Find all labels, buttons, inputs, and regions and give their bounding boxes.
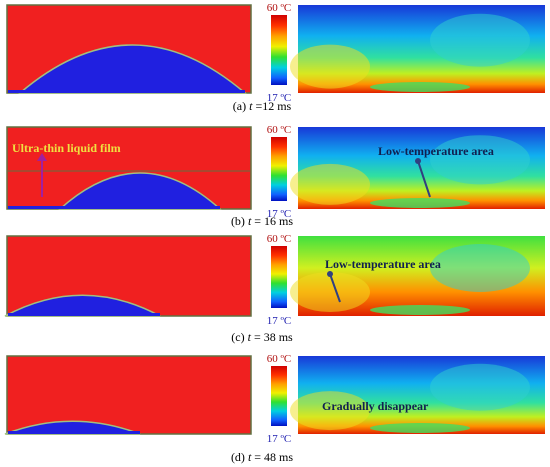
field-blob: [430, 13, 530, 67]
colorbar-min: 17 ºC: [267, 92, 292, 104]
field-blob: [430, 244, 530, 292]
low-temp-zone: [370, 305, 470, 315]
caption-var: t: [249, 99, 253, 113]
annotation: Gradually disappear: [322, 399, 429, 413]
panel: 60 ºC 17 ºC Gradually disappear (d) t = 48 m…: [4, 353, 545, 464]
field-blob: [430, 363, 530, 411]
arrow-head: [415, 158, 421, 164]
colorbar-max: 60 ºC: [267, 124, 292, 136]
colorbar-max: 60 ºC: [267, 353, 292, 365]
field-blob: [290, 163, 370, 205]
caption-var: t: [248, 214, 252, 228]
low-temp-zone: [370, 423, 470, 433]
colorbar: [271, 366, 287, 426]
panel: 60 ºC 17 ºC Low-temperature area (c) t = 38 …: [4, 233, 545, 344]
arrow-head: [327, 271, 333, 277]
caption: (c) t = 38 ms: [231, 330, 293, 344]
caption-label: (c): [231, 330, 244, 344]
caption-time: = 38 ms: [251, 330, 293, 344]
colorbar-min: 17 ºC: [267, 208, 292, 220]
field-blob: [290, 272, 370, 312]
caption-time: = 16 ms: [251, 214, 293, 228]
colorbar-min: 17 ºC: [267, 433, 292, 445]
liquid-base: [8, 90, 245, 93]
colorbar: [271, 246, 287, 308]
caption-time: =12 ms: [252, 99, 291, 113]
liquid-base: [8, 313, 160, 316]
colorbar: [271, 137, 287, 201]
caption: (d) t = 48 ms: [231, 450, 293, 464]
caption-var: t: [248, 450, 252, 464]
arrow: [417, 160, 431, 198]
colorbar-max: 60 ºC: [267, 233, 292, 245]
liquid-base: [8, 206, 220, 209]
field-blob: [430, 135, 530, 185]
field-blob: [290, 44, 370, 89]
annotation: Low-temperature area: [378, 144, 494, 158]
liquid-region: [58, 172, 222, 210]
low-temp-zone: [370, 82, 470, 92]
caption: (a) t =12 ms: [233, 99, 292, 113]
liquid-region: [17, 44, 248, 94]
caption-label: (d): [231, 450, 245, 464]
caption-label: (b): [231, 214, 245, 228]
panel: Ultra-thin liquid film 60 ºC 17 ºC Low-temp…: [6, 124, 545, 228]
colorbar-max: 60 ºC: [267, 2, 292, 14]
field-blob: [290, 391, 370, 431]
liquid-region: [4, 294, 161, 317]
caption-var: t: [248, 330, 252, 344]
phase-field: [6, 355, 252, 435]
low-temp-zone: [370, 198, 470, 208]
colorbar-min: 17 ºC: [267, 315, 292, 327]
liquid-base: [8, 431, 140, 434]
arrow: [329, 273, 341, 303]
annotation: Low-temperature area: [325, 257, 441, 271]
caption-time: = 48 ms: [251, 450, 293, 464]
caption-label: (a): [233, 99, 246, 113]
arrow-head: [37, 153, 47, 161]
caption: (b) t = 16 ms: [231, 214, 293, 228]
annotation: Ultra-thin liquid film: [12, 141, 121, 155]
colorbar: [271, 15, 287, 85]
